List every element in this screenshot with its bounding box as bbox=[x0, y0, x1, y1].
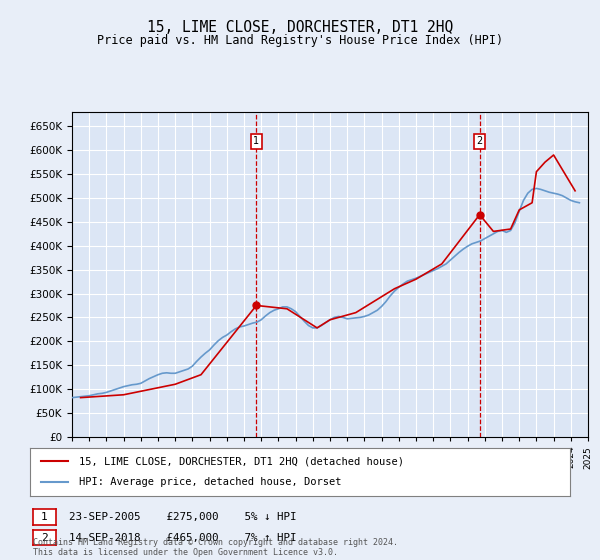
Text: Contains HM Land Registry data © Crown copyright and database right 2024.
This d: Contains HM Land Registry data © Crown c… bbox=[33, 538, 398, 557]
Text: 1: 1 bbox=[41, 512, 48, 522]
Text: 14-SEP-2018    £465,000    7% ↑ HPI: 14-SEP-2018 £465,000 7% ↑ HPI bbox=[69, 533, 296, 543]
Text: HPI: Average price, detached house, Dorset: HPI: Average price, detached house, Dors… bbox=[79, 477, 341, 487]
Text: 23-SEP-2005    £275,000    5% ↓ HPI: 23-SEP-2005 £275,000 5% ↓ HPI bbox=[69, 512, 296, 522]
Text: 2: 2 bbox=[476, 136, 483, 146]
Text: 15, LIME CLOSE, DORCHESTER, DT1 2HQ: 15, LIME CLOSE, DORCHESTER, DT1 2HQ bbox=[147, 20, 453, 35]
Text: 15, LIME CLOSE, DORCHESTER, DT1 2HQ (detached house): 15, LIME CLOSE, DORCHESTER, DT1 2HQ (det… bbox=[79, 456, 404, 466]
Text: Price paid vs. HM Land Registry's House Price Index (HPI): Price paid vs. HM Land Registry's House … bbox=[97, 34, 503, 46]
Text: 2: 2 bbox=[41, 533, 48, 543]
Text: 1: 1 bbox=[253, 136, 259, 146]
